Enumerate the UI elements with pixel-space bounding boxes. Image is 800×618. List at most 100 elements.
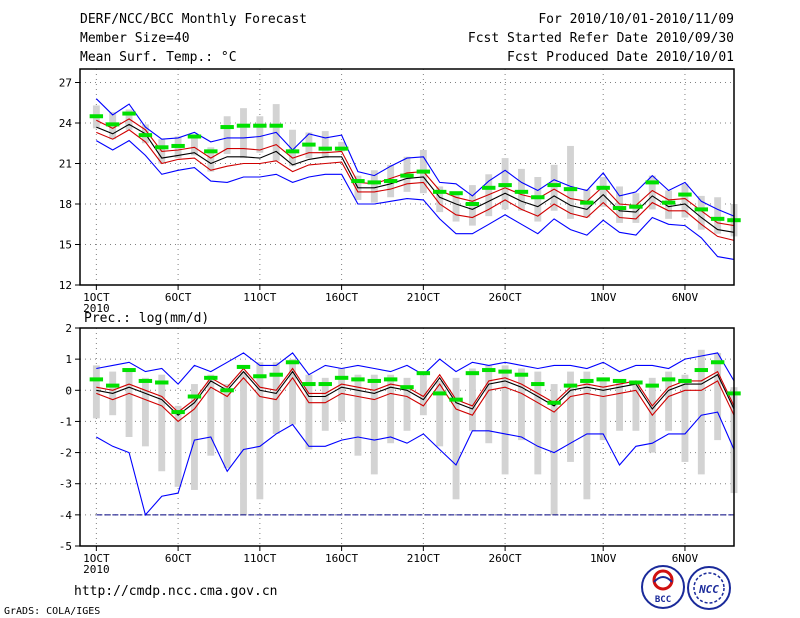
prec-box [191, 384, 198, 490]
prec-ytick-label: -4 [59, 509, 73, 522]
temp-mean-marker [694, 207, 709, 212]
prec-mean-marker [138, 378, 153, 383]
prec-box [697, 349, 705, 475]
prec-spread-low-line [96, 376, 735, 423]
temp-box [223, 116, 231, 155]
prec-xtick-label: 26OCT [489, 552, 522, 565]
prec-ytick-label: -5 [59, 540, 72, 553]
temp-box [191, 136, 198, 156]
temp-box [665, 190, 673, 219]
prec-ytick-label: 2 [65, 322, 72, 335]
prec-box [599, 380, 607, 441]
temp-mean-marker [302, 142, 316, 147]
prec-box [125, 368, 133, 437]
temp-box [338, 141, 346, 152]
precip-y-axis: -5 -4 -3 -2 -1 0 1 2 [59, 322, 80, 553]
prec-box [485, 365, 493, 444]
prec-box [616, 380, 623, 431]
prec-mean-marker [416, 371, 431, 376]
prec-ytick-label: -1 [59, 415, 72, 428]
temp-box [125, 109, 133, 130]
prec-mean-marker [580, 378, 594, 383]
temp-mean-marker [155, 145, 169, 150]
temp-mean-marker [367, 180, 382, 185]
temp-mean-marker [612, 206, 627, 211]
temp-box [370, 170, 378, 203]
temp-min-line [96, 139, 735, 260]
prec-box [321, 377, 329, 431]
prec-spread-high-line [96, 367, 735, 413]
temp-mean-marker [710, 216, 725, 221]
prec-mean-marker [105, 383, 120, 388]
temp-box [207, 147, 215, 172]
prec-box [305, 374, 313, 450]
temp-mean-marker [514, 189, 529, 194]
prec-box [419, 374, 427, 416]
precip-means [89, 360, 741, 415]
prec-box [370, 374, 378, 475]
prec-box [158, 374, 166, 472]
temp-mean-marker [269, 123, 283, 128]
prec-xtick-label: 21OCT [407, 552, 440, 565]
temp-ytick-label: 21 [59, 158, 72, 171]
prec-mean-marker [612, 378, 627, 383]
temp-max-line [95, 98, 735, 217]
prec-box [518, 368, 525, 441]
temp-box [697, 195, 705, 230]
prec-box [632, 380, 640, 431]
prec-median-line [96, 370, 735, 416]
temp-xtick-label: 11OCT [243, 291, 276, 304]
prec-mean-marker [596, 377, 610, 382]
temp-ytick-label: 18 [59, 198, 72, 211]
prec-min-line [96, 411, 735, 517]
temp-box [321, 131, 329, 159]
temp-median-line [96, 123, 735, 233]
prec-box [223, 384, 231, 469]
temp-box [550, 164, 558, 211]
prec-mean-marker [400, 385, 414, 390]
temp-ytick-label: 24 [59, 117, 73, 130]
temp-mean-marker [105, 122, 120, 127]
source-url: http://cmdp.ncc.cma.gov.cn [74, 584, 278, 599]
prec-mean-marker [629, 380, 643, 385]
prec-mean-marker [318, 382, 332, 387]
precip-lines [96, 352, 735, 517]
prec-max-line [96, 352, 735, 385]
temperature-frame [79, 68, 735, 286]
temp-mean-marker [334, 146, 349, 151]
prec-box [436, 380, 444, 447]
prec-box [583, 371, 591, 500]
temp-mean-marker [596, 185, 610, 190]
temp-box [648, 175, 656, 210]
temp-mean-marker [400, 173, 414, 178]
prec-mean-marker [482, 368, 496, 373]
prec-ytick-label: -2 [59, 447, 72, 460]
prec-mean-marker [155, 380, 169, 385]
prec-mean-marker [383, 377, 398, 382]
temp-mean-marker [498, 183, 512, 188]
fcst-produced-label: Fcst Produced Date 2010/10/01 [507, 50, 734, 65]
ncc-logo: NCC [687, 566, 731, 610]
temp-xtick-label: 21OCT [407, 291, 440, 304]
temp-mean-marker [383, 179, 398, 184]
temp-box [518, 168, 525, 211]
prec-ytick-label: 1 [65, 353, 72, 366]
prec-mean-marker [710, 360, 725, 365]
prec-ytick-label: -3 [59, 478, 72, 491]
prec-xtick-label: 6NOV [672, 552, 699, 565]
temp-mean-marker [432, 189, 447, 194]
prec-box [665, 371, 673, 431]
variable-label: Mean Surf. Temp.: °C [80, 50, 237, 65]
prec-mean-marker [236, 364, 251, 369]
prec-box [567, 371, 574, 462]
temp-mean-marker [285, 149, 300, 154]
temp-xtick-label: 6NOV [672, 291, 699, 304]
temp-mean-marker [187, 134, 202, 139]
temp-box [681, 183, 689, 218]
temp-spread-low-line [96, 129, 735, 241]
prec-mean-marker [89, 377, 104, 382]
temp-mean-marker [580, 200, 594, 205]
